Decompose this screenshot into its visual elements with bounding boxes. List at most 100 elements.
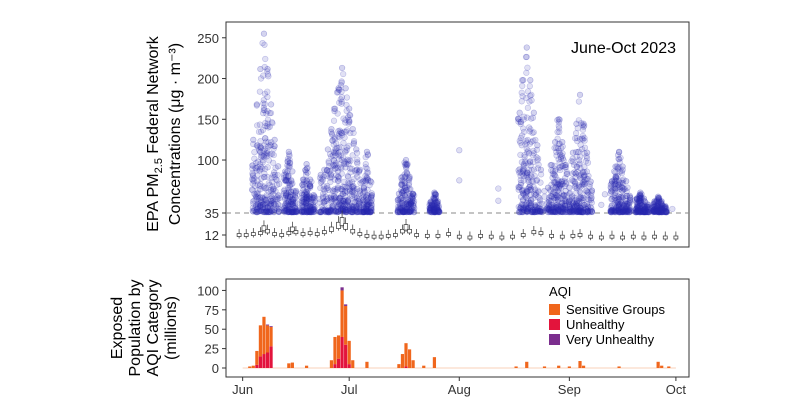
monitor-point [289, 192, 296, 199]
monitor-point [270, 208, 277, 216]
monitor-point [284, 209, 292, 216]
monitor-point [262, 185, 269, 192]
monitor-point [299, 207, 307, 214]
monitor-point [520, 77, 527, 84]
monitor-point [261, 142, 268, 149]
monitor-point [265, 209, 272, 216]
monitor-point [320, 183, 327, 190]
monitor-point [275, 208, 283, 216]
monitor-point [281, 207, 288, 215]
monitor-point [263, 185, 270, 192]
monitor-point [253, 159, 260, 167]
monitor-point [271, 206, 278, 213]
monitor-point [267, 195, 274, 202]
monitor-point [626, 192, 633, 199]
monitor-point [329, 187, 336, 194]
monitor-point [287, 191, 295, 198]
bar-segment-sg [525, 361, 529, 368]
monitor-point [254, 164, 262, 171]
monitor-point [251, 197, 258, 204]
monitor-point [288, 178, 295, 185]
monitor-point [268, 174, 275, 181]
monitor-point [285, 198, 292, 205]
monitor-point [281, 177, 288, 184]
monitor-point [255, 128, 263, 135]
monitor-point [338, 79, 345, 86]
monitor-point [249, 180, 256, 187]
monitor-point [265, 208, 273, 215]
monitor-point [259, 39, 266, 47]
monitor-point [515, 118, 522, 125]
monitor-point [321, 188, 328, 195]
monitor-point [256, 143, 264, 150]
monitor-point [332, 147, 339, 154]
monitor-point [260, 97, 267, 104]
monitor-point [260, 183, 267, 190]
monitor-point [259, 157, 266, 164]
monitor-point [249, 187, 256, 194]
monitor-point [299, 198, 306, 205]
daily-box [531, 230, 537, 235]
bar-segment-sg [660, 365, 664, 368]
monitor-point [286, 162, 293, 169]
monitor-point [528, 91, 535, 98]
concentration-ylabel-line2: Concentrations (μg · m⁻³) [167, 43, 184, 225]
monitor-point [318, 178, 325, 185]
bar-segment-sg [287, 363, 291, 368]
monitor-point [265, 203, 272, 210]
monitor-point [321, 171, 329, 178]
monitor-point [253, 196, 260, 203]
monitor-point [260, 72, 267, 79]
x-tick-label: Aug [448, 382, 471, 397]
monitor-point [283, 207, 290, 214]
monitor-point [286, 194, 294, 201]
monitor-point [284, 162, 291, 169]
monitor-point [253, 142, 260, 149]
monitor-point [249, 162, 256, 169]
bar-segment-sg [407, 349, 412, 368]
monitor-point [339, 200, 346, 207]
monitor-point [326, 207, 334, 214]
monitor-point [331, 157, 338, 164]
monitor-point [303, 191, 310, 198]
monitor-point [256, 161, 264, 168]
monitor-point [339, 197, 347, 204]
monitor-point [252, 192, 259, 199]
monitor-point [289, 200, 297, 207]
monitor-point [308, 207, 315, 214]
monitor-point [281, 202, 289, 209]
monitor-point [310, 205, 317, 212]
monitor-point [274, 205, 281, 212]
monitor-point [316, 208, 323, 216]
monitor-point [274, 177, 281, 184]
x-tick-label: Sep [558, 382, 581, 397]
monitor-point [274, 171, 281, 179]
monitor-point [328, 197, 335, 204]
monitor-point [260, 104, 267, 111]
monitor-point [250, 136, 257, 143]
monitor-point [281, 205, 288, 212]
monitor-point [266, 202, 273, 209]
monitor-point [256, 182, 264, 189]
monitor-point [340, 70, 347, 78]
daily-box [393, 233, 398, 237]
monitor-point [328, 198, 335, 206]
monitor-point [257, 202, 264, 209]
monitor-point [258, 152, 265, 159]
monitor-point [261, 170, 268, 177]
monitor-point [266, 208, 273, 215]
monitor-point [281, 204, 288, 212]
monitor-point [329, 204, 337, 211]
monitor-point [294, 200, 301, 207]
monitor-point [263, 199, 270, 207]
monitor-point [268, 194, 276, 201]
daily-box [329, 226, 334, 232]
y-tick-label: 150 [197, 112, 219, 127]
bar-segment-uh [404, 366, 408, 368]
monitor-point [338, 197, 345, 205]
monitor-point [252, 203, 259, 211]
monitor-point [325, 159, 332, 166]
monitor-point [321, 206, 328, 213]
monitor-point [338, 129, 345, 137]
monitor-point [254, 177, 261, 184]
